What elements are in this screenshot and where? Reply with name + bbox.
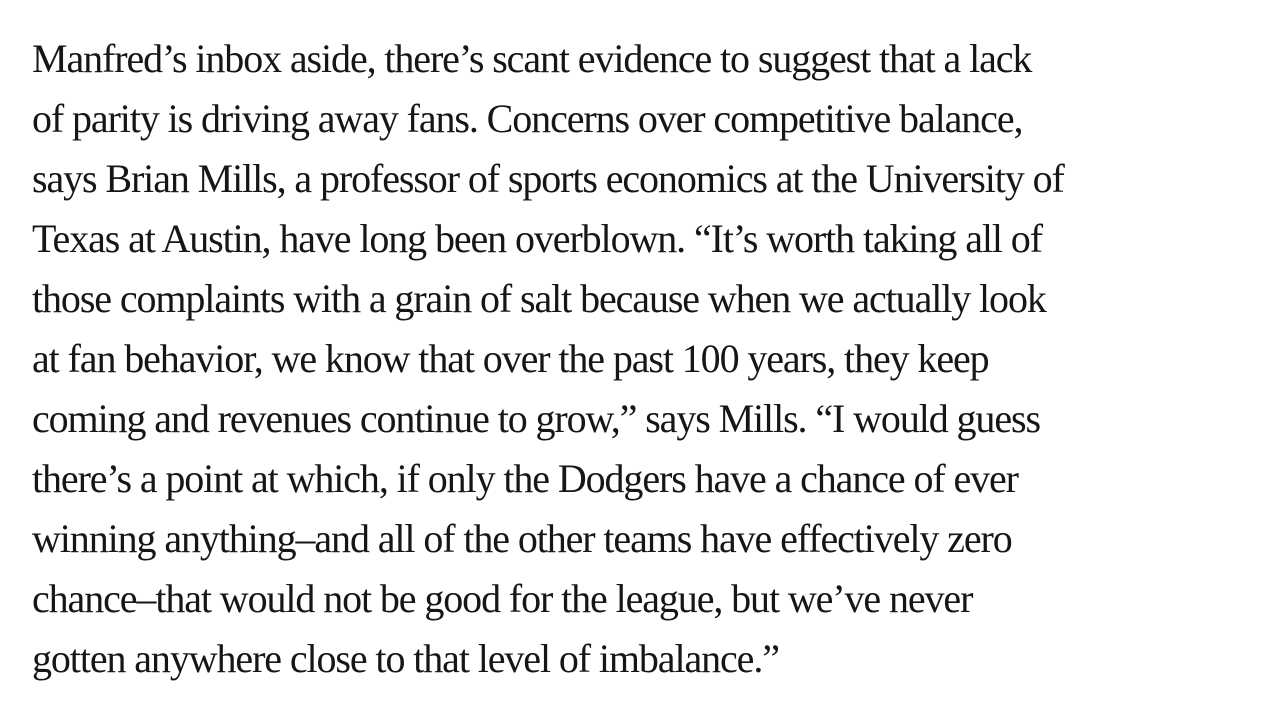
- article-paragraph: Manfred’s inbox aside, there’s scant evi…: [32, 36, 1065, 681]
- text-line: of parity is driving away fans. Concerns…: [32, 96, 1023, 141]
- text-line: there’s a point at which, if only the Do…: [32, 456, 1019, 501]
- text-line: chance–that would not be good for the le…: [32, 576, 973, 621]
- text-line: gotten anywhere close to that level of i…: [32, 636, 780, 681]
- text-line: those complaints with a grain of salt be…: [32, 276, 1047, 321]
- text-line: says Brian Mills, a professor of sports …: [32, 156, 1065, 201]
- text-line: coming and revenues continue to grow,” s…: [32, 396, 1041, 441]
- text-line: at fan behavior, we know that over the p…: [32, 336, 990, 381]
- text-line: Manfred’s inbox aside, there’s scant evi…: [32, 36, 1032, 81]
- text-line: winning anything–and all of the other te…: [32, 516, 1013, 561]
- text-line: Texas at Austin, have long been overblow…: [32, 216, 1043, 261]
